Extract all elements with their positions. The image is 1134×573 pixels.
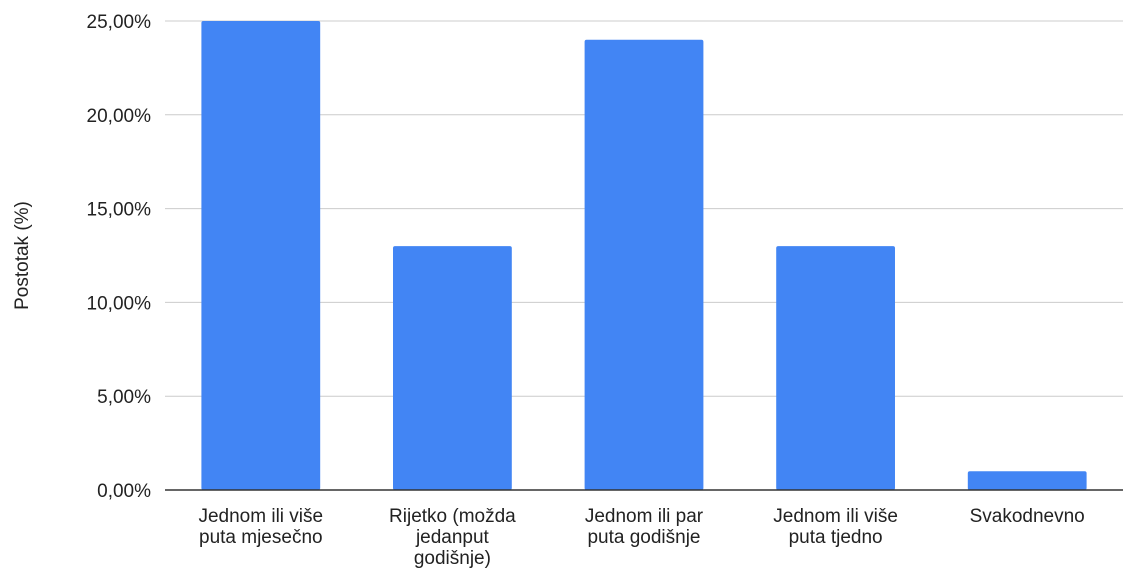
x-category-label-line: Jednom ili više [198,506,323,527]
y-tick-label: 5,00% [97,387,151,408]
y-tick-label: 20,00% [87,106,152,127]
x-category-label: Rijetko (možda jedanput godišnje) [389,506,516,569]
y-axis-title: Postotak (%) [12,201,33,310]
x-category-label-line: puta tjedno [789,527,883,548]
x-category-label: Jednom ili par puta godišnje [585,506,704,548]
y-tick-label: 25,00% [87,12,152,33]
bar [584,39,704,490]
bars [201,21,1087,490]
x-category-label-line: Svakodnevno [970,506,1085,527]
y-axis-ticks: 0,00% 5,00% 10,00% 15,00% 20,00% 25,00% [87,12,152,502]
x-category-label: Svakodnevno [970,506,1085,527]
x-category-label: Jednom ili više puta tjedno [773,506,898,548]
x-category-label-line: puta mjesečno [199,527,323,548]
x-category-label-line: Rijetko (možda [389,506,516,527]
bar [393,246,512,490]
x-category-label-line: Jednom ili više [773,506,898,527]
x-category-label-line: puta godišnje [587,527,700,548]
x-category-label-line: godišnje) [414,548,491,569]
y-tick-label: 10,00% [87,293,152,314]
y-tick-label: 15,00% [87,200,152,221]
bar [776,246,895,490]
x-category-label: Jednom ili više puta mjesečno [198,506,323,548]
y-tick-label: 0,00% [97,481,151,502]
bar [967,471,1087,490]
x-category-label-line: Jednom ili par [585,506,704,527]
x-category-label-line: jedanput [415,527,490,548]
bar [201,21,321,490]
